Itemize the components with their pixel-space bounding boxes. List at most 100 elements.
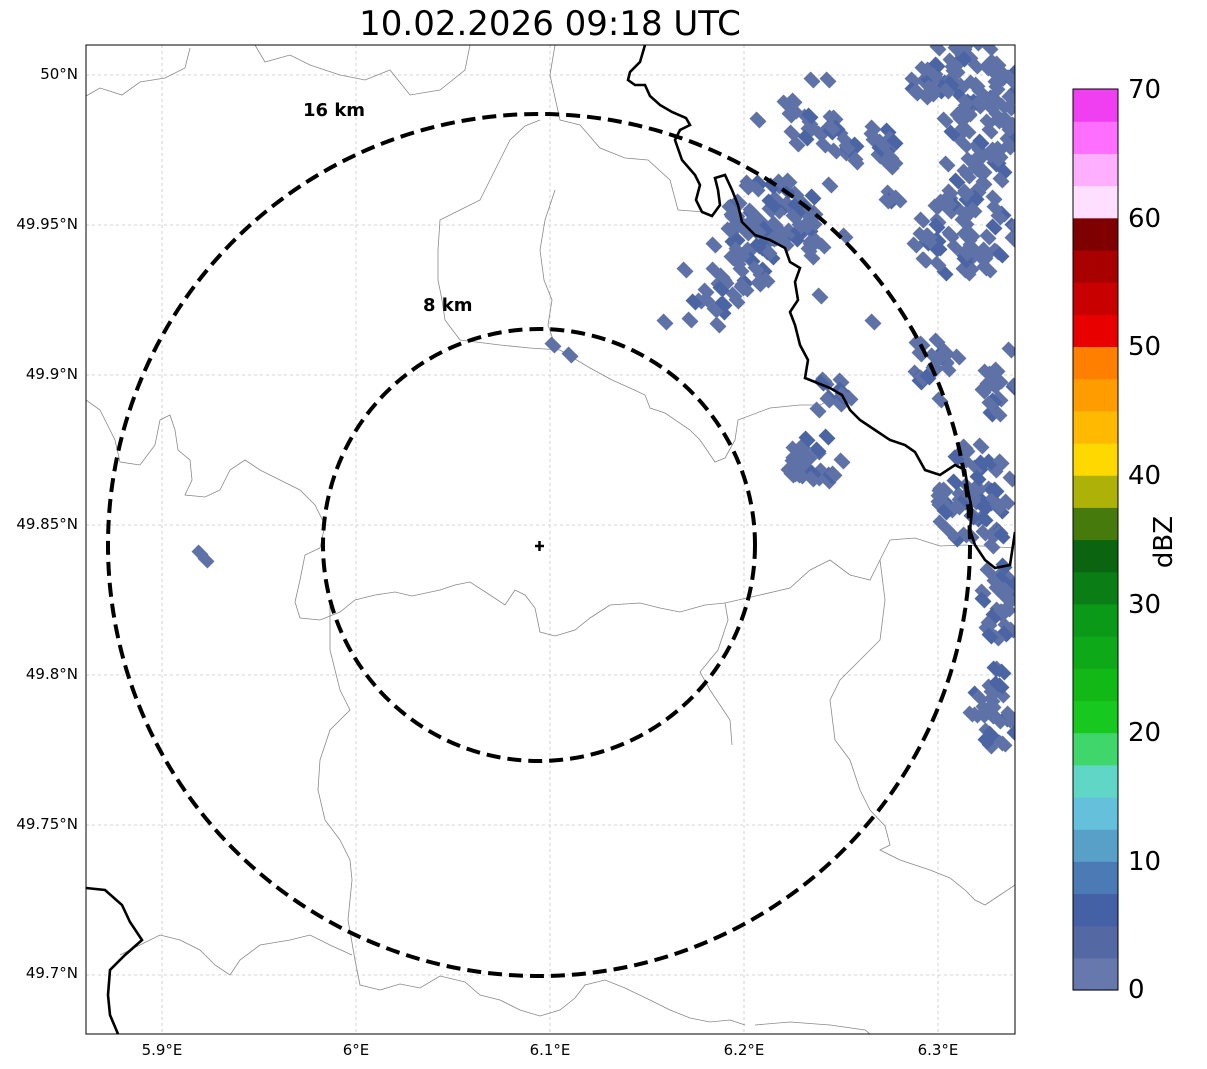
echo-cell <box>967 706 985 724</box>
echo-cell <box>992 453 1010 471</box>
colorbar-segment <box>1073 282 1118 315</box>
echo-cell <box>968 45 986 52</box>
colorbar-tick-label: 30 <box>1128 590 1162 620</box>
echo-cell <box>912 226 930 244</box>
colorbar-segment <box>1073 829 1118 862</box>
echo-cell <box>926 358 944 376</box>
echo-cell <box>929 255 947 273</box>
echo-cell <box>780 462 798 480</box>
echo-cell <box>995 587 1013 605</box>
echo-cell <box>197 551 215 569</box>
echo-cell <box>931 391 949 409</box>
lat-label: 49.75°N <box>16 815 78 833</box>
echo-cell <box>864 313 882 331</box>
echo-cell <box>962 237 980 255</box>
echo-cell <box>796 446 814 464</box>
echo-cell <box>928 350 946 368</box>
echo-cell <box>984 697 1002 715</box>
echo-cell <box>988 150 1006 168</box>
lon-label: 5.9°E <box>141 1041 183 1059</box>
echo-cell <box>986 573 1004 591</box>
echo-cell <box>801 107 819 125</box>
echo-cell <box>732 261 750 279</box>
echo-cell <box>1006 725 1015 743</box>
echo-cell <box>781 222 799 240</box>
echo-cell <box>706 301 724 319</box>
echo-cell <box>676 261 694 279</box>
echo-cell <box>948 172 966 190</box>
colorbar-segment <box>1073 796 1118 830</box>
colorbar-segment <box>1073 893 1118 927</box>
echo-cell <box>974 382 992 400</box>
national-border <box>86 45 1015 1034</box>
echo-cell <box>805 214 823 232</box>
echo-cell <box>983 527 1001 545</box>
echo-cell <box>761 201 779 219</box>
colorbar-segment <box>1073 957 1118 991</box>
echo-cell <box>971 148 989 166</box>
colorbar-segment <box>1073 249 1118 283</box>
echo-cell <box>809 401 827 419</box>
colorbar-segment <box>1073 89 1118 122</box>
echo-cell <box>733 279 751 297</box>
echo-cell <box>885 153 903 171</box>
echo-cell <box>956 251 974 269</box>
echo-cell <box>959 167 977 185</box>
radar-center-cross <box>535 541 544 551</box>
echo-cell <box>906 236 924 254</box>
echo-cell <box>936 503 954 521</box>
echo-cell <box>956 136 974 154</box>
echo-cell <box>787 197 805 215</box>
echo-cell <box>972 83 990 101</box>
echo-cell <box>970 95 988 113</box>
echo-cell <box>947 449 965 467</box>
echo-cell <box>992 677 1010 695</box>
echo-cell <box>870 147 888 165</box>
echo-cell <box>823 119 841 137</box>
echo-cell <box>926 67 944 85</box>
colorbar-tick-label: 20 <box>1128 718 1162 748</box>
echo-cell <box>758 271 776 289</box>
colorbar-segment <box>1073 861 1118 895</box>
colorbar-tick-label: 60 <box>1128 204 1162 234</box>
echo-cell <box>826 109 844 127</box>
echo-cell <box>949 348 967 366</box>
colorbar-segment <box>1073 732 1118 766</box>
colorbar-tick-label: 10 <box>1128 847 1162 877</box>
colorbar-segment <box>1073 121 1118 154</box>
lon-label: 6.3°E <box>917 1041 959 1059</box>
echo-cell <box>886 133 904 151</box>
echo-cell <box>709 316 727 334</box>
colorbar-segment <box>1073 571 1118 605</box>
echo-cell <box>800 121 818 139</box>
echo-cell <box>561 346 579 364</box>
echo-cell <box>764 196 782 214</box>
echo-cell <box>954 121 972 139</box>
echo-cell <box>745 205 763 223</box>
echo-cell <box>738 178 756 196</box>
echo-cell <box>1008 63 1015 81</box>
echo-cell <box>941 183 959 201</box>
echo-cell <box>1007 218 1015 236</box>
echo-cell <box>928 217 946 235</box>
echo-cell <box>958 441 976 459</box>
echo-cell <box>797 217 815 235</box>
echo-cell <box>685 293 703 311</box>
echo-cell <box>803 248 821 266</box>
echo-cell <box>982 725 1000 743</box>
echo-cell <box>697 282 715 300</box>
echo-cell <box>888 189 906 207</box>
echo-cell <box>953 77 971 95</box>
echo-cell <box>956 45 974 54</box>
echo-cell <box>985 607 1003 625</box>
echo-cell <box>964 154 982 172</box>
echo-cell <box>990 405 1008 423</box>
echo-cell <box>749 237 767 255</box>
echo-cell <box>1001 341 1015 359</box>
echo-cell <box>723 249 741 267</box>
echo-cell <box>980 615 998 633</box>
echo-cell <box>864 119 882 137</box>
colorbar-segment <box>1073 507 1118 541</box>
echo-cell <box>967 480 985 498</box>
